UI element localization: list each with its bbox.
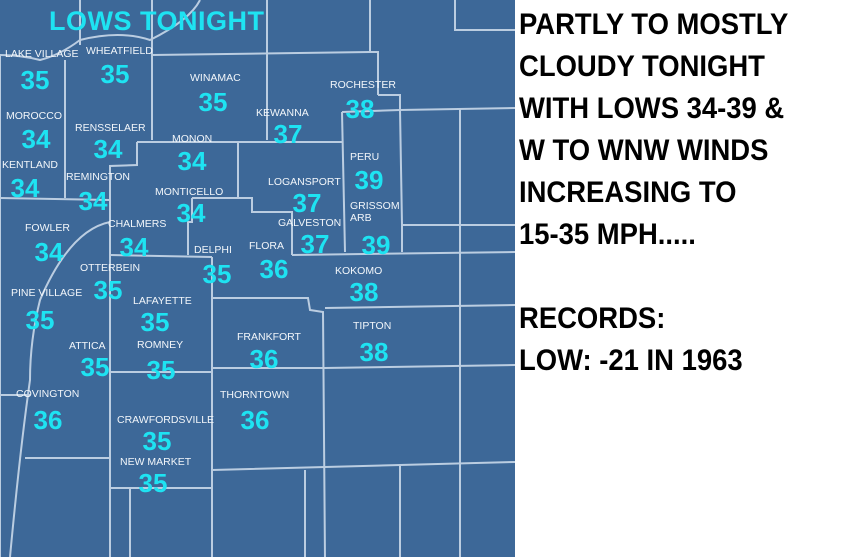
city-label: THORNTOWN bbox=[220, 389, 290, 401]
city-low-temperature: 35 bbox=[80, 352, 110, 382]
city-label: PINE VILLAGE bbox=[11, 287, 83, 299]
weather-map: LOWS TONIGHT LAKE VILLAGE 35 WHEATFIELD 35 W… bbox=[0, 0, 515, 557]
city-low-temperature: 35 bbox=[146, 355, 176, 385]
city-label: REMINGTON bbox=[66, 171, 130, 183]
city-low-temperature: 34 bbox=[21, 124, 51, 154]
city-label: ROCHESTER bbox=[330, 79, 396, 91]
city-label: KEWANNA bbox=[256, 107, 309, 119]
city-label: OTTERBEIN bbox=[80, 262, 141, 274]
city-label: PERU bbox=[350, 151, 380, 163]
forecast-line: INCREASING TO bbox=[519, 176, 737, 209]
city-low-temperature: 35 bbox=[138, 468, 168, 498]
forecast-text: PARTLY TO MOSTLY CLOUDY TONIGHT WITH LOW… bbox=[519, 4, 867, 382]
city-low-temperature: 38 bbox=[359, 337, 389, 367]
city-label: COVINGTON bbox=[16, 388, 80, 400]
city-label: MONON bbox=[172, 133, 213, 145]
city-label: CRAWFORDSVILLE bbox=[117, 414, 215, 426]
city-low-temperature: 39 bbox=[354, 165, 384, 195]
city-label: RENSSELAER bbox=[75, 122, 146, 134]
city-low-temperature: 35 bbox=[25, 305, 55, 335]
city-label: CHALMERS bbox=[108, 218, 167, 230]
city-label: FLORA bbox=[249, 240, 285, 252]
city-label: LOGANSPORT bbox=[268, 176, 341, 188]
city-low-temperature: 35 bbox=[142, 426, 172, 456]
county-borders bbox=[0, 0, 515, 557]
city-low-temperature: 34 bbox=[34, 237, 64, 267]
city-label: NEW MARKET bbox=[120, 456, 192, 468]
city-low-temperature: 38 bbox=[349, 277, 379, 307]
forecast-line: 15-35 MPH..... bbox=[519, 218, 696, 251]
city-low-temperature: 38 bbox=[345, 94, 375, 124]
city-label: KOKOMO bbox=[335, 265, 383, 277]
city-label: TIPTON bbox=[353, 320, 392, 332]
city-low-temperature: 36 bbox=[33, 405, 63, 435]
city-low-temperature: 34 bbox=[177, 146, 207, 176]
city-low-temperature: 35 bbox=[20, 65, 50, 95]
city-low-temperature: 37 bbox=[300, 229, 330, 259]
forecast-line: CLOUDY TONIGHT bbox=[519, 50, 765, 83]
city-low-temperature: 34 bbox=[10, 173, 40, 203]
city-low-temperature: 37 bbox=[292, 188, 322, 218]
city-low-temperature: 35 bbox=[198, 87, 228, 117]
city-label: ATTICA bbox=[69, 340, 106, 352]
city-low-temperature: 35 bbox=[202, 259, 232, 289]
city-low-temperature: 34 bbox=[176, 198, 206, 228]
records-heading: RECORDS: bbox=[519, 302, 666, 335]
city-label: ROMNEY bbox=[137, 339, 184, 351]
record-low: LOW: -21 IN 1963 bbox=[519, 344, 743, 377]
city-label: GALVESTON bbox=[278, 217, 342, 229]
city-label: KENTLAND bbox=[2, 159, 59, 171]
city-low-temperature: 36 bbox=[240, 405, 270, 435]
map-title: LOWS TONIGHT bbox=[49, 6, 265, 36]
city-label: MOROCCO bbox=[6, 110, 62, 122]
city-label: WHEATFIELD bbox=[86, 45, 153, 57]
city-low-temperature: 36 bbox=[249, 344, 279, 374]
forecast-line: W TO WNW WINDS bbox=[519, 134, 769, 167]
city-low-temperature: 34 bbox=[119, 232, 149, 262]
city-label: FOWLER bbox=[25, 222, 70, 234]
city-low-temperature: 37 bbox=[273, 119, 303, 149]
city-low-temperature: 35 bbox=[93, 275, 123, 305]
city-label: DELPHI bbox=[194, 244, 232, 256]
city-low-temperature: 39 bbox=[361, 230, 391, 260]
city-label: FRANKFORT bbox=[237, 331, 301, 343]
forecast-line: WITH LOWS 34-39 & bbox=[519, 92, 785, 125]
city-low-temperature: 35 bbox=[100, 59, 130, 89]
city-low-temperature: 36 bbox=[259, 254, 289, 284]
forecast-line: PARTLY TO MOSTLY bbox=[519, 8, 789, 41]
city-label: MONTICELLO bbox=[155, 186, 224, 198]
city-label: WINAMAC bbox=[190, 72, 241, 84]
city-low-temperature: 35 bbox=[140, 307, 170, 337]
city-label: LAKE VILLAGE bbox=[5, 48, 79, 60]
city-low-temperature: 34 bbox=[93, 134, 123, 164]
city-low-temperature: 34 bbox=[78, 186, 108, 216]
city-label: LAFAYETTE bbox=[133, 295, 192, 307]
city-label: GRISSOM ARB bbox=[350, 200, 400, 224]
